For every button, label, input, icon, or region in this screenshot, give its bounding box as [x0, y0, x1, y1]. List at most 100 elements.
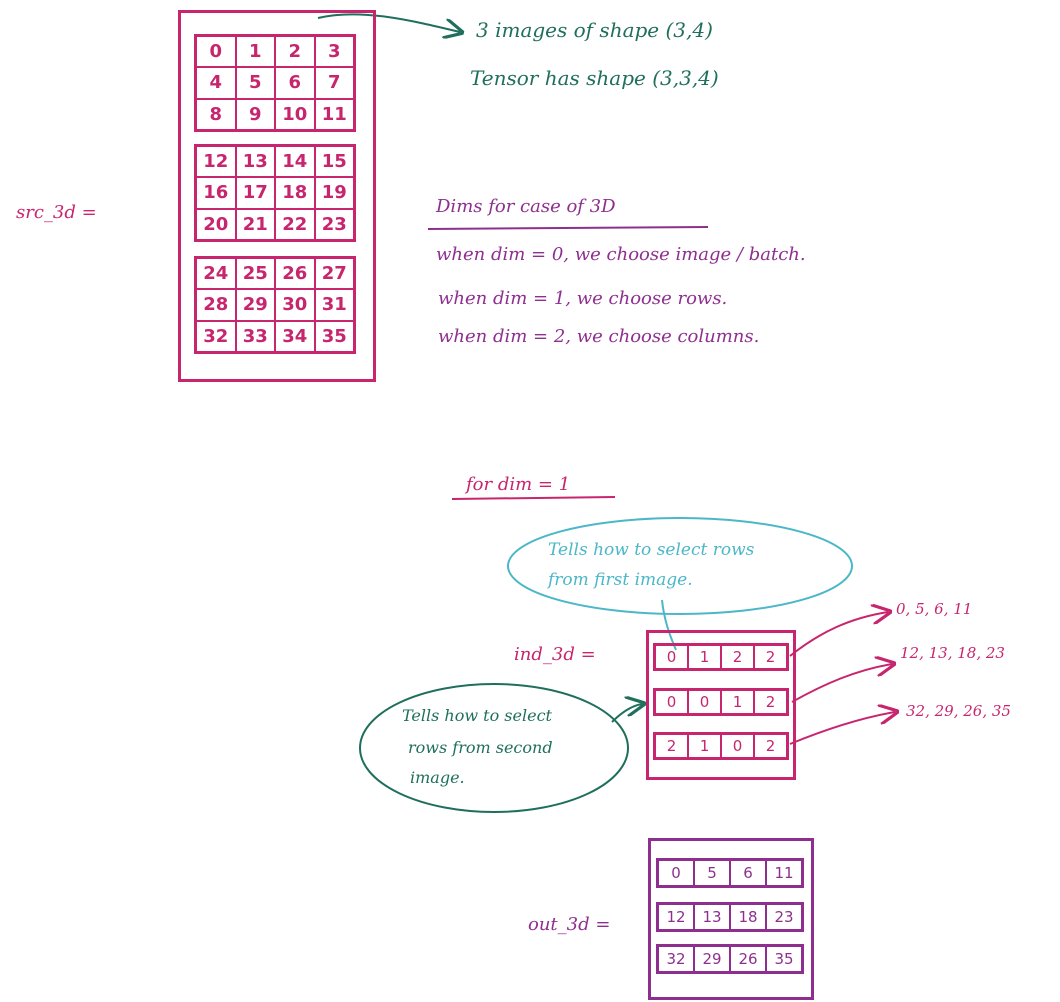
src-cell: 23	[314, 208, 354, 240]
src-cell: 32	[196, 320, 236, 352]
bubble-first-ellipse	[507, 517, 853, 615]
ind-cell: 2	[754, 690, 787, 714]
src-cell: 19	[314, 177, 354, 209]
src-cell: 13	[235, 146, 275, 178]
src-cell: 27	[314, 258, 354, 290]
src-cell: 26	[275, 258, 315, 290]
src-cell: 17	[235, 177, 275, 209]
src-cell: 8	[196, 98, 236, 130]
out-cell: 5	[694, 860, 730, 886]
src-image-grid: 12 13 14 15 16 17 18 19 20 21 22 23	[194, 144, 356, 242]
ind-cell: 2	[721, 645, 754, 669]
src-cell: 25	[235, 258, 275, 290]
ind-cell: 1	[688, 734, 721, 758]
src-label: src_3d =	[16, 202, 97, 223]
bubble-first-line-0: Tells how to select rows	[548, 540, 755, 560]
ind-frame	[646, 630, 796, 780]
src-cell: 20	[196, 208, 236, 240]
src-cell: 1	[235, 36, 275, 68]
src-cell: 31	[314, 289, 354, 321]
src-cell: 16	[196, 177, 236, 209]
dims-line-2: when dim = 2, we choose columns.	[438, 326, 760, 347]
src-cell: 0	[196, 36, 236, 68]
ind-cell: 2	[655, 734, 688, 758]
src-cell: 34	[275, 320, 315, 352]
bubble-first-line-1: from first image.	[548, 570, 693, 590]
ind-cell: 2	[754, 645, 787, 669]
src-cell: 33	[235, 320, 275, 352]
result-arrow-3	[789, 712, 895, 745]
src-cell: 14	[275, 146, 315, 178]
src-cell: 2	[275, 36, 315, 68]
example-heading-underline	[451, 496, 616, 500]
src-cell: 5	[235, 67, 275, 99]
result-row-1: 12, 13, 18, 23	[900, 644, 1005, 662]
src-cell: 7	[314, 67, 354, 99]
ind-cell: 1	[721, 690, 754, 714]
out-cell: 23	[766, 904, 802, 930]
src-cell: 6	[275, 67, 315, 99]
dims-line-1: when dim = 1, we choose rows.	[438, 288, 728, 309]
src-cell: 4	[196, 67, 236, 99]
src-cell: 21	[235, 208, 275, 240]
ind-cell: 0	[655, 690, 688, 714]
result-row-0: 0, 5, 6, 11	[896, 600, 973, 618]
src-cell: 15	[314, 146, 354, 178]
dims-line-0: when dim = 0, we choose image / batch.	[436, 244, 806, 265]
src-cell: 3	[314, 36, 354, 68]
ind-cell: 0	[655, 645, 688, 669]
src-cell: 9	[235, 98, 275, 130]
out-cell: 18	[730, 904, 766, 930]
shape-arrow	[317, 13, 460, 32]
dims-heading: Dims for case of 3D	[436, 196, 616, 217]
src-cell: 30	[275, 289, 315, 321]
out-cell: 11	[766, 860, 802, 886]
bubble-second-line-0: Tells how to select	[402, 706, 552, 725]
out-cell: 35	[766, 946, 802, 972]
src-frame	[178, 10, 376, 382]
src-cell: 28	[196, 289, 236, 321]
dims-heading-underline	[427, 226, 709, 230]
out-row: 32 29 26 35	[656, 944, 804, 974]
bubble-second-line-1: rows from second	[408, 738, 553, 757]
bubble-second-line-2: image.	[410, 768, 465, 787]
ind-cell: 2	[754, 734, 787, 758]
out-row: 12 13 18 23	[656, 902, 804, 932]
ind-cell: 0	[688, 690, 721, 714]
out-cell: 6	[730, 860, 766, 886]
result-arrow-1	[789, 612, 888, 657]
bubble-second-ellipse	[359, 683, 629, 813]
shape-note-line2: Tensor has shape (3,3,4)	[470, 66, 719, 90]
out-cell: 26	[730, 946, 766, 972]
shape-note-line1: 3 images of shape (3,4)	[476, 18, 713, 42]
ind-cell: 1	[688, 645, 721, 669]
out-label: out_3d =	[528, 914, 611, 935]
out-cell: 0	[658, 860, 694, 886]
src-image-grid: 24 25 26 27 28 29 30 31 32 33 34 35	[194, 256, 356, 354]
src-image-grid: 0 1 2 3 4 5 6 7 8 9 10 11	[194, 34, 356, 132]
out-frame	[648, 838, 814, 1000]
src-cell: 22	[275, 208, 315, 240]
src-cell: 18	[275, 177, 315, 209]
ind-cell: 0	[721, 734, 754, 758]
out-row: 0 5 6 11	[656, 858, 804, 888]
out-cell: 12	[658, 904, 694, 930]
out-cell: 13	[694, 904, 730, 930]
result-row-2: 32, 29, 26, 35	[906, 702, 1011, 720]
out-cell: 32	[658, 946, 694, 972]
example-heading: for dim = 1	[466, 474, 571, 495]
src-cell: 11	[314, 98, 354, 130]
src-cell: 24	[196, 258, 236, 290]
src-cell: 29	[235, 289, 275, 321]
src-cell: 35	[314, 320, 354, 352]
bubble-second-arrow	[611, 704, 642, 723]
result-arrow-2	[791, 664, 892, 703]
src-cell: 10	[275, 98, 315, 130]
bubble-first-pointer	[661, 599, 677, 651]
ind-label: ind_3d =	[514, 644, 596, 665]
out-cell: 29	[694, 946, 730, 972]
